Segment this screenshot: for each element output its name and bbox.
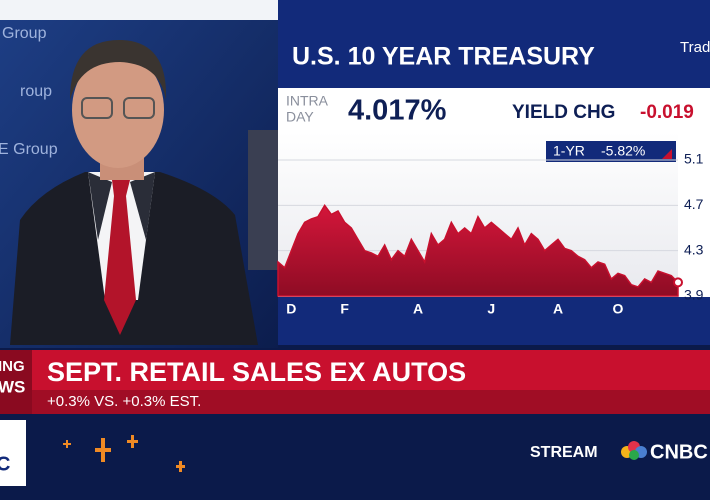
decor-plus [63, 435, 185, 472]
lapels [88, 172, 155, 240]
y-tick-label: 4.3 [684, 241, 704, 257]
yield-chg-label: YIELD CHG [512, 102, 615, 123]
face [72, 52, 164, 168]
y-tick-label: 4.7 [684, 196, 704, 212]
backdrop-screen [248, 130, 278, 270]
x-axis-strip [278, 297, 710, 345]
footer [0, 414, 710, 500]
network-logo: CNBC [650, 441, 708, 463]
glasses [123, 97, 155, 119]
x-tick-label: D [286, 301, 296, 317]
panel-title: U.S. 10 YEAR TREASURY [292, 43, 595, 71]
provider-logo: Trad [680, 39, 710, 56]
headline-subtitle: +0.3% VS. +0.3% EST. [47, 393, 201, 410]
network-left: C [0, 453, 10, 475]
one-year-label: 1-YR [553, 143, 585, 159]
panel-header [278, 0, 710, 88]
headline-bar [0, 350, 710, 390]
x-tick-label: A [553, 301, 563, 317]
yield-chg: -0.019 [640, 102, 694, 123]
quote-bar [278, 88, 710, 132]
yield: 4.017% [348, 95, 447, 127]
last-point [673, 277, 683, 288]
x-tick-label: F [340, 301, 349, 317]
x-tick-label: A [413, 301, 423, 317]
backdrop-text: roup [20, 83, 52, 100]
ceiling [0, 0, 278, 20]
intraday-label: DAY [286, 109, 314, 125]
y-tick-label: 3.9 [684, 287, 704, 303]
x-tick-label: O [613, 301, 624, 317]
glasses [81, 97, 113, 119]
network-box [0, 420, 26, 486]
one-year-box [546, 141, 676, 162]
one-year-change: -5.82% [601, 143, 645, 159]
breaking-label: ING [0, 358, 25, 375]
treasury-chart: 3.9 4.3 4.7 5.1 D F A J A O [277, 151, 704, 317]
backdrop-text: E Group [0, 141, 58, 158]
x-tick-label: J [487, 301, 495, 317]
subheadline-bar [0, 390, 710, 414]
yield-area [277, 203, 679, 297]
y-tick-label: 5.1 [684, 151, 704, 167]
headline-title: SEPT. RETAIL SALES EX AUTOS [47, 357, 466, 387]
down-triangle [662, 149, 672, 159]
stream-label: STREAM [530, 444, 598, 461]
breaking-box [0, 350, 32, 414]
hair [70, 39, 167, 100]
peacock [621, 441, 647, 460]
axis-strip [678, 132, 710, 298]
backdrop-text: Group [2, 25, 47, 42]
tie [104, 180, 136, 335]
breaking-label: WS [0, 377, 25, 396]
intraday-label: INTRA [286, 93, 329, 109]
